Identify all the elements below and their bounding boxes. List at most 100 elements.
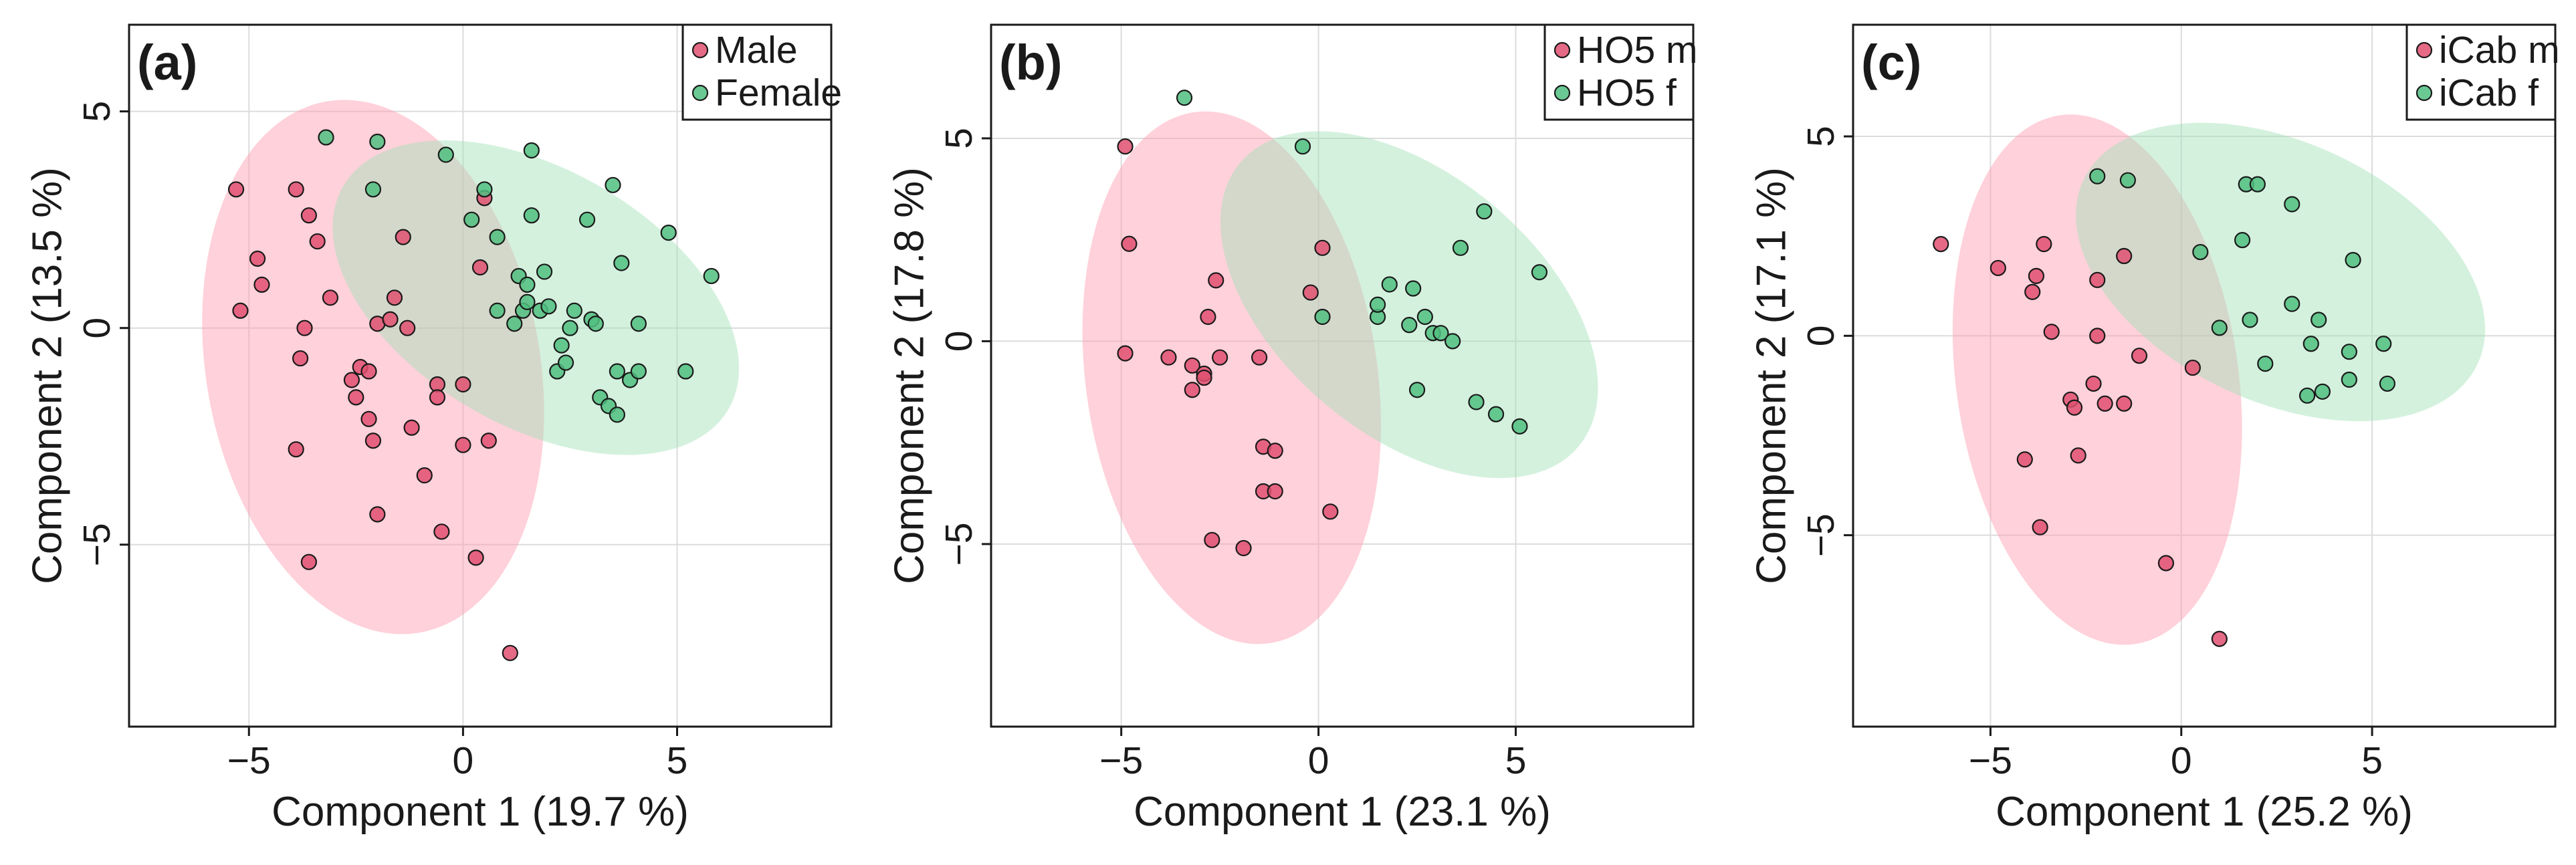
data-point	[587, 316, 604, 332]
data-point	[253, 276, 270, 293]
data-point	[437, 146, 454, 163]
data-point	[386, 289, 403, 306]
data-point	[578, 211, 596, 228]
data-point	[2131, 348, 2148, 364]
data-point	[1267, 483, 1283, 500]
data-point	[2119, 172, 2136, 189]
data-point	[348, 389, 364, 406]
x-axis-label: Component 1 (25.2 %)	[1996, 789, 2413, 835]
data-point	[1314, 239, 1331, 256]
plot-layer	[1082, 90, 1598, 644]
data-point	[1302, 284, 1319, 301]
y-tick-label: 0	[1800, 325, 1842, 346]
legend-label: Male	[715, 29, 798, 72]
plot-layer	[1933, 114, 2486, 647]
legend-marker	[2416, 84, 2433, 102]
data-point	[2089, 168, 2106, 184]
data-point	[476, 181, 493, 198]
data-point	[1381, 276, 1398, 293]
legend-label: iCab m	[2439, 29, 2560, 72]
data-point	[1121, 235, 1138, 252]
legend-marker	[691, 84, 709, 102]
data-point	[609, 406, 625, 423]
legend-box	[681, 23, 833, 121]
data-point	[2066, 399, 2083, 416]
data-point	[2379, 375, 2396, 392]
data-point	[2192, 243, 2209, 261]
data-point	[2157, 555, 2175, 572]
x-axis-label: Component 1 (19.7 %)	[272, 789, 689, 835]
data-point	[660, 225, 677, 241]
data-point	[292, 350, 309, 367]
data-point	[1184, 357, 1200, 374]
panel-label: (a)	[137, 35, 197, 90]
data-point	[1432, 325, 1449, 342]
data-point	[369, 133, 386, 150]
data-point	[364, 181, 382, 198]
data-point	[1200, 308, 1216, 326]
data-point	[630, 316, 647, 332]
data-point	[2116, 395, 2133, 412]
data-point	[630, 363, 647, 380]
x-tick-label: 0	[2171, 739, 2192, 782]
data-point	[2298, 387, 2316, 404]
data-point	[536, 263, 553, 280]
plot-background	[129, 25, 831, 727]
panel-label: (b)	[999, 35, 1063, 90]
y-tick-label: −5	[76, 523, 118, 566]
data-point	[1322, 503, 1339, 520]
data-point	[288, 441, 304, 458]
data-point	[2311, 312, 2327, 328]
data-point	[429, 389, 446, 406]
data-point	[2242, 312, 2258, 328]
data-point	[300, 207, 318, 224]
plot-background	[1853, 25, 2555, 727]
data-point	[523, 207, 540, 224]
data-point	[703, 267, 720, 285]
data-point	[1208, 272, 1224, 289]
data-point	[1444, 333, 1461, 350]
plot-frame	[990, 23, 1695, 728]
data-point	[489, 302, 506, 319]
legend-label: Female	[715, 72, 842, 114]
data-point	[2234, 232, 2251, 249]
data-point	[395, 229, 411, 245]
data-point	[2070, 447, 2086, 464]
data-point	[232, 302, 249, 319]
data-point	[1476, 203, 1493, 220]
data-point	[360, 363, 377, 380]
data-point	[2032, 519, 2048, 535]
panel-1: −5 0 5 −5 0 5 Component 1 (19.7 %) Component 2 …	[25, 23, 842, 835]
data-point	[471, 259, 489, 276]
data-point	[2089, 271, 2106, 288]
panel-label: (c)	[1861, 35, 1921, 90]
data-point	[1369, 296, 1386, 313]
data-point	[2028, 267, 2045, 284]
plot-background	[991, 25, 1693, 727]
y-tick-label: 5	[76, 101, 118, 122]
data-point	[489, 229, 506, 245]
y-axis-label: Component 2 (17.8 %)	[887, 167, 933, 584]
legend-label: iCab f	[2439, 72, 2539, 114]
data-point	[343, 372, 360, 388]
data-point	[1212, 349, 1228, 366]
x-tick-label: 5	[667, 739, 688, 782]
data-point	[1160, 349, 1177, 366]
data-point	[2211, 630, 2228, 647]
data-point	[382, 311, 399, 328]
legend-label: HO5 f	[1577, 72, 1677, 114]
y-axis-label: Component 2 (13.5 %)	[25, 167, 71, 584]
data-point	[2302, 336, 2319, 352]
x-tick-label: 0	[453, 739, 474, 782]
data-point	[1401, 317, 1418, 334]
data-point	[2089, 328, 2106, 344]
data-point	[2284, 196, 2300, 213]
panel-2: −5 0 5 −5 0 5 Component 1 (23.1 %) Component 2 …	[887, 23, 1698, 835]
x-tick-label: −5	[1969, 739, 2012, 782]
data-point	[1487, 406, 1505, 422]
data-point	[2341, 371, 2357, 388]
data-point	[2116, 247, 2133, 265]
